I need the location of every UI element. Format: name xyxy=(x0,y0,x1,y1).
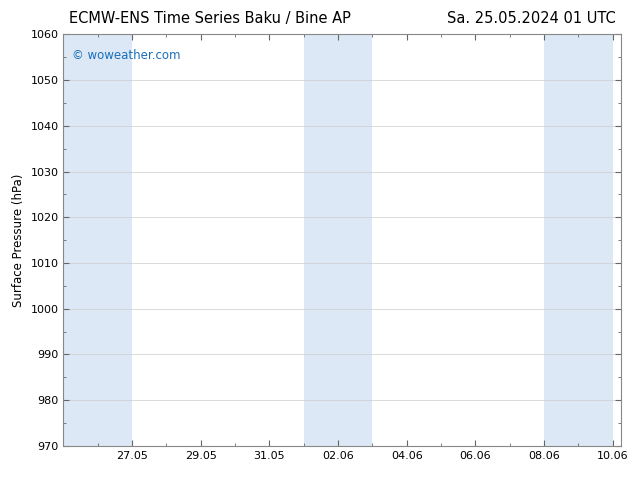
Bar xyxy=(96,34,132,446)
Bar xyxy=(337,34,372,446)
Y-axis label: Surface Pressure (hPa): Surface Pressure (hPa) xyxy=(12,173,25,307)
Bar xyxy=(577,34,612,446)
Text: © woweather.com: © woweather.com xyxy=(72,49,180,62)
Bar xyxy=(304,34,337,446)
Text: ECMW-ENS Time Series Baku / Bine AP: ECMW-ENS Time Series Baku / Bine AP xyxy=(69,11,351,26)
Bar xyxy=(544,34,577,446)
Text: Sa. 25.05.2024 01 UTC: Sa. 25.05.2024 01 UTC xyxy=(447,11,616,26)
Bar xyxy=(63,34,96,446)
